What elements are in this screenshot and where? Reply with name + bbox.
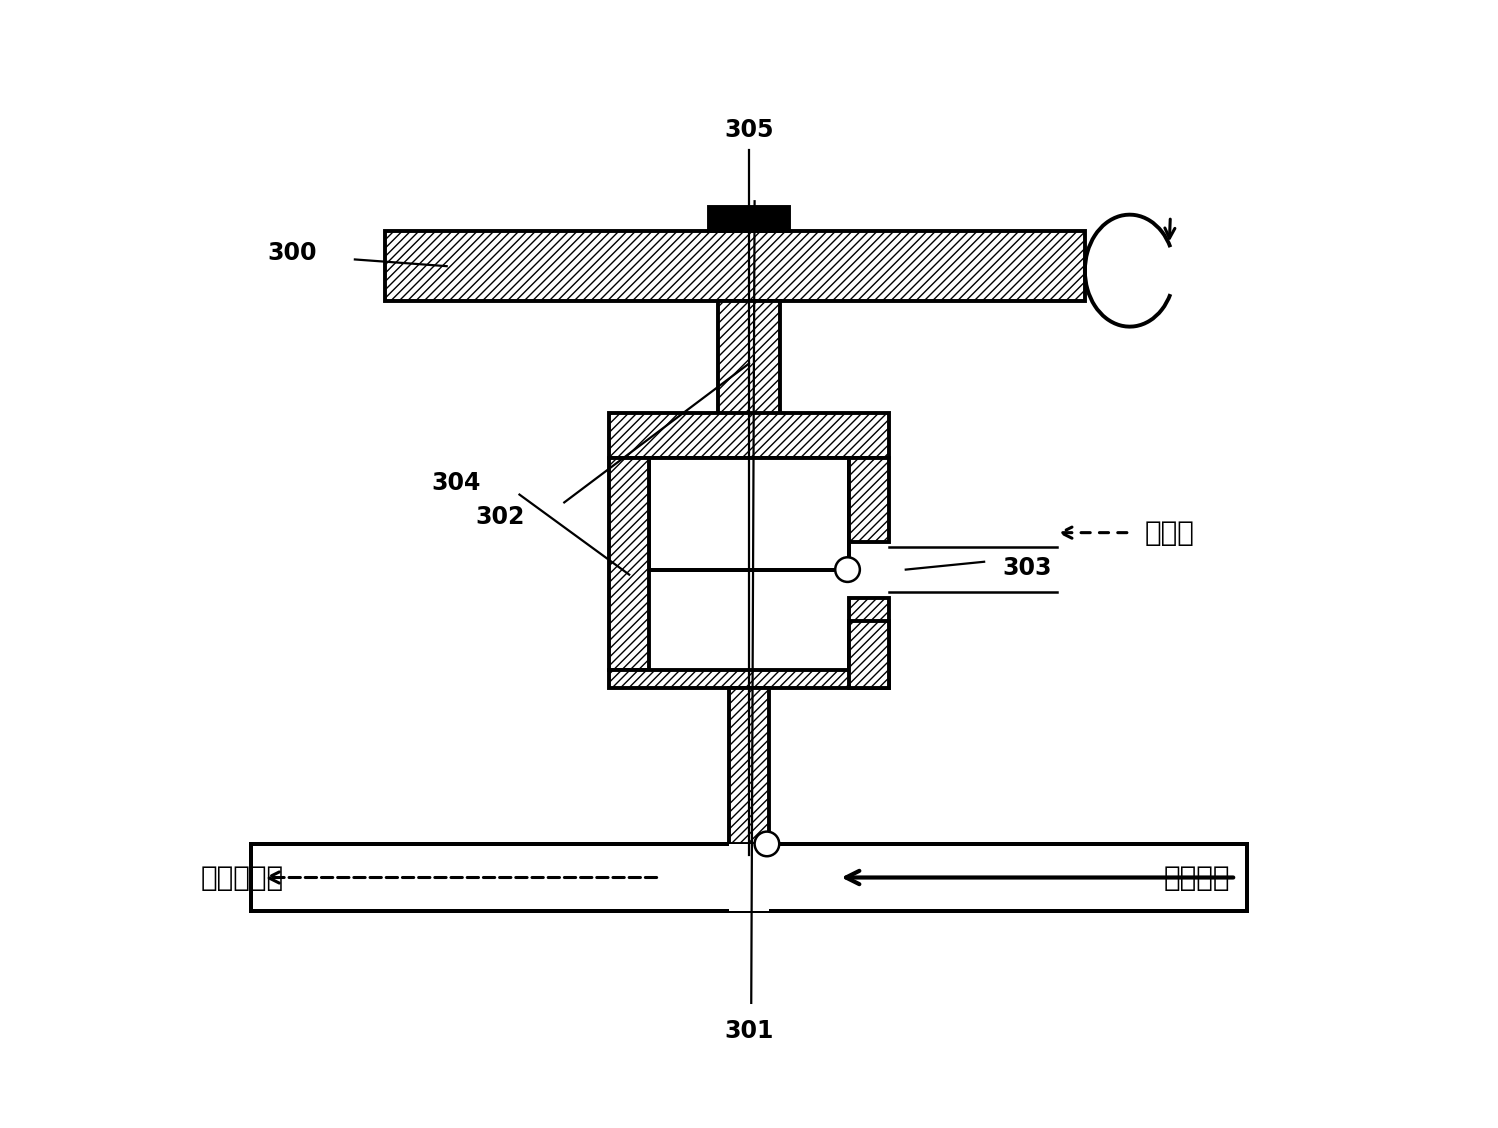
Text: 302: 302 (476, 505, 526, 529)
Bar (649, 458, 849, 570)
Bar (849, 598, 888, 670)
Bar (250, 844, 1248, 911)
Bar (849, 458, 888, 541)
Bar (849, 622, 888, 688)
Text: 300: 300 (268, 240, 318, 265)
Bar (730, 688, 768, 844)
Text: 液气混合物: 液气混合物 (201, 864, 283, 891)
Text: 303: 303 (1002, 556, 1052, 581)
Text: 还原剂: 还原剂 (1144, 519, 1194, 547)
Text: 压缩空气: 压缩空气 (1164, 864, 1230, 891)
Bar (718, 301, 780, 458)
Circle shape (755, 831, 779, 856)
Text: 304: 304 (431, 472, 481, 495)
Circle shape (836, 557, 860, 582)
Text: 305: 305 (724, 117, 774, 142)
Bar (709, 206, 789, 231)
Text: 301: 301 (725, 1019, 773, 1043)
Bar (610, 413, 888, 458)
Bar (385, 231, 1085, 301)
Bar (610, 670, 888, 688)
Bar (610, 458, 649, 670)
Bar (730, 844, 768, 911)
